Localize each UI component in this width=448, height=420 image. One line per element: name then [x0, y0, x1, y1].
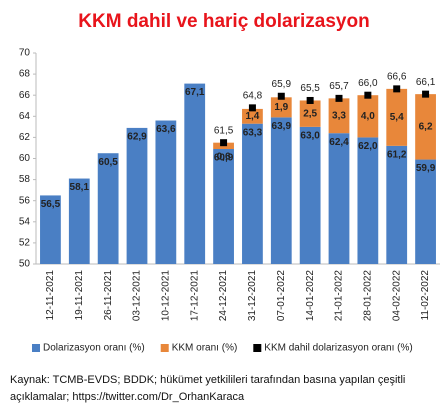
- legend-label: KKM dahil dolarizasyon oranı (%): [264, 343, 412, 354]
- y-tick-label: 70: [19, 48, 31, 59]
- marker-label: 66,6: [387, 72, 407, 83]
- stack-bar: [357, 95, 379, 138]
- y-tick-label: 62: [19, 132, 31, 143]
- marker: [248, 104, 256, 112]
- stack-label: 3,3: [332, 110, 346, 121]
- y-tick-label: 54: [19, 216, 31, 227]
- legend-label: Dolarizasyon oranı (%): [43, 343, 145, 354]
- chart: KKM dahil ve hariç dolarizasyon 50 52 54 56…: [19, 11, 440, 354]
- x-tick-label: 26-11-2021: [103, 270, 114, 321]
- bar-label: 61,2: [387, 149, 407, 160]
- legend-swatch: [253, 344, 262, 352]
- bar-label: 62,4: [329, 137, 349, 148]
- marker: [277, 92, 285, 100]
- bar-label: 67,1: [185, 87, 205, 98]
- x-tick-label: 31-12-2021: [247, 270, 258, 322]
- x-tick-label: 24-12-2021: [218, 270, 229, 322]
- marker: [364, 91, 372, 99]
- bar: [242, 123, 263, 264]
- x-tick-label: 10-12-2021: [160, 270, 171, 322]
- bar: [184, 83, 206, 264]
- legend-swatch: [32, 344, 40, 352]
- stack-bar: [386, 88, 408, 146]
- bar: [328, 133, 350, 264]
- x-tick-label: 14-01-2022: [305, 270, 316, 322]
- x-tick-label: 19-11-2021: [74, 270, 85, 321]
- bar: [155, 120, 177, 265]
- bar-label: 56,5: [41, 199, 61, 210]
- stack-label: 1,4: [245, 111, 259, 122]
- bar: [126, 127, 148, 264]
- marker: [393, 85, 401, 93]
- marker: [306, 96, 314, 104]
- y-tick-label: 60: [19, 153, 31, 164]
- bar: [68, 178, 90, 264]
- chart-title: KKM dahil ve hariç dolarizasyon: [78, 11, 369, 32]
- marker: [335, 94, 343, 102]
- bar-label: 60,5: [98, 157, 118, 168]
- source-note: Kaynak: TCMB-EVDS; BDDK; hükümet yetkili…: [10, 374, 406, 403]
- bar-label: 60,9: [214, 153, 234, 164]
- bar-label: 58,1: [70, 182, 90, 193]
- marker-label: 61,5: [214, 125, 234, 136]
- bar-label: 63,6: [156, 124, 176, 135]
- stack-label: 2,5: [303, 108, 317, 119]
- legend-label: KKM oranı (%): [172, 343, 238, 354]
- marker-label: 65,7: [329, 81, 349, 92]
- bar: [357, 137, 379, 264]
- stack-label: 0,6: [217, 152, 231, 163]
- bar: [270, 117, 292, 264]
- bar-label: 62,0: [358, 141, 378, 152]
- marker-label: 65,9: [272, 79, 292, 90]
- y-tick-label: 64: [19, 111, 31, 122]
- stack-label: 4,0: [361, 111, 375, 122]
- bar-label: 63,3: [243, 127, 263, 138]
- bar: [299, 126, 321, 264]
- bar: [213, 149, 234, 264]
- marker-label: 64,8: [243, 91, 263, 102]
- stack-bar: [270, 97, 292, 118]
- bar: [40, 195, 61, 264]
- y-tick-label: 50: [19, 259, 31, 270]
- x-tick-label: 03-12-2021: [132, 270, 143, 322]
- x-tick-label: 07-01-2022: [276, 270, 287, 322]
- bar-label: 62,9: [127, 132, 147, 143]
- stack-bar: [328, 98, 350, 134]
- stack-bar: [242, 108, 263, 124]
- y-tick-label: 52: [19, 238, 31, 249]
- x-tick-label: 17-12-2021: [189, 270, 200, 322]
- bar: [386, 145, 408, 264]
- stack-label: 5,4: [390, 112, 404, 123]
- stack-bar: [415, 94, 436, 160]
- legend-swatch: [160, 344, 169, 352]
- marker: [422, 90, 430, 98]
- y-tick-label: 56: [19, 195, 31, 206]
- bar-label: 59,9: [416, 163, 436, 174]
- x-tick-label: 12-11-2021: [45, 270, 56, 321]
- x-tick-label: 11-02-2022: [420, 270, 431, 321]
- stack-bar: [299, 100, 321, 127]
- marker-label: 65,5: [300, 83, 320, 94]
- bar-label: 63,0: [300, 130, 320, 141]
- stack-label: 1,9: [274, 102, 288, 113]
- bar: [415, 159, 436, 264]
- bar-label: 63,9: [272, 121, 292, 132]
- bar: [97, 153, 119, 264]
- x-tick-label: 28-01-2022: [362, 270, 373, 322]
- y-tick-label: 68: [19, 69, 31, 80]
- x-tick-label: 21-01-2022: [334, 270, 345, 322]
- marker-label: 66,0: [358, 78, 378, 89]
- y-tick-label: 58: [19, 174, 31, 185]
- marker-label: 66,1: [416, 77, 436, 88]
- marker: [220, 139, 228, 147]
- stack-label: 6,2: [419, 121, 433, 132]
- y-tick-label: 66: [19, 90, 31, 101]
- x-tick-label: 04-02-2022: [391, 270, 402, 322]
